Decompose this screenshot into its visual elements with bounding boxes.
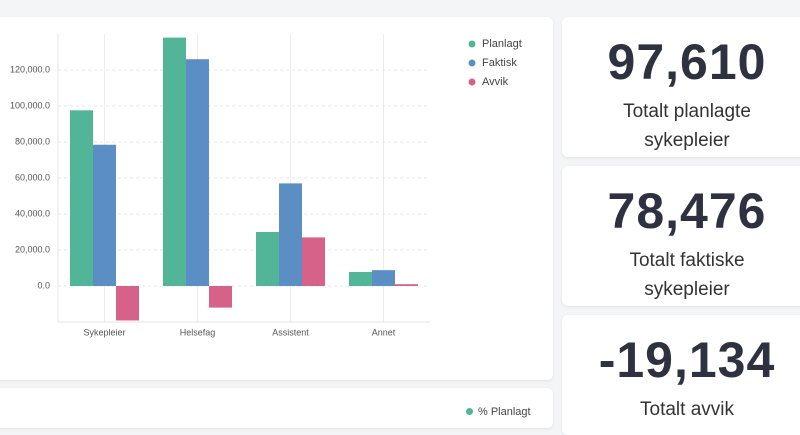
kpi-value: -19,134	[598, 332, 776, 388]
bar	[395, 284, 418, 286]
y-tick-label: 20,000.0	[15, 244, 50, 254]
bar	[372, 270, 395, 286]
bar	[186, 59, 209, 287]
y-tick-label: 120,000.0	[10, 64, 50, 74]
kpi-card: 78,476 Totalt faktiske sykepleier	[562, 166, 800, 306]
bar	[209, 286, 232, 308]
kpi-label: Totalt faktiske sykepleier	[629, 250, 745, 300]
x-tick-label: Sykepleier	[83, 327, 125, 337]
kpi-value: 78,476	[607, 183, 767, 239]
bar	[116, 286, 139, 321]
chart: Sykepleier Helsefag Assistent Annet 0.0 20,00…	[10, 34, 522, 337]
legend-label: Avvik	[482, 76, 509, 88]
bar	[279, 183, 302, 286]
legend-label: Planlagt	[482, 38, 522, 50]
y-tick-label: 60,000.0	[15, 172, 50, 182]
bar	[302, 237, 325, 286]
bottom-card: % Planlagt	[0, 388, 553, 428]
legend-dot	[468, 59, 476, 67]
y-tick-label: 100,000.0	[10, 100, 50, 110]
legend-dot	[468, 78, 476, 86]
y-tick-label: 0.0	[37, 280, 50, 290]
legend-label: % Planlagt	[478, 406, 531, 418]
kpi-label: Totalt planlagte sykepleier	[623, 101, 751, 151]
x-tick-label: Annet	[372, 327, 396, 337]
bar	[349, 271, 372, 286]
y-tick-label: 80,000.0	[15, 136, 50, 146]
legend-dot	[468, 40, 476, 48]
bar	[163, 37, 186, 286]
kpi-card: 97,610 Totalt planlagte sykepleier	[562, 17, 800, 157]
kpi-card: -19,134 Totalt avvik	[562, 315, 800, 435]
x-tick-label: Helsefag	[180, 327, 216, 337]
bar	[256, 232, 279, 286]
kpi-label: Totalt avvik	[640, 399, 734, 420]
y-tick-label: 40,000.0	[15, 208, 50, 218]
bar	[93, 144, 116, 286]
legend-text: % Planlagt	[466, 406, 531, 418]
kpi-value: 97,610	[607, 34, 767, 90]
legend-label: Faktisk	[482, 57, 517, 69]
page: % Planlagt 97,610 Totalt planlagte sykepl…	[0, 17, 800, 435]
legend-dot	[466, 408, 473, 415]
bar	[70, 110, 93, 286]
x-tick-label: Assistent	[272, 327, 309, 337]
